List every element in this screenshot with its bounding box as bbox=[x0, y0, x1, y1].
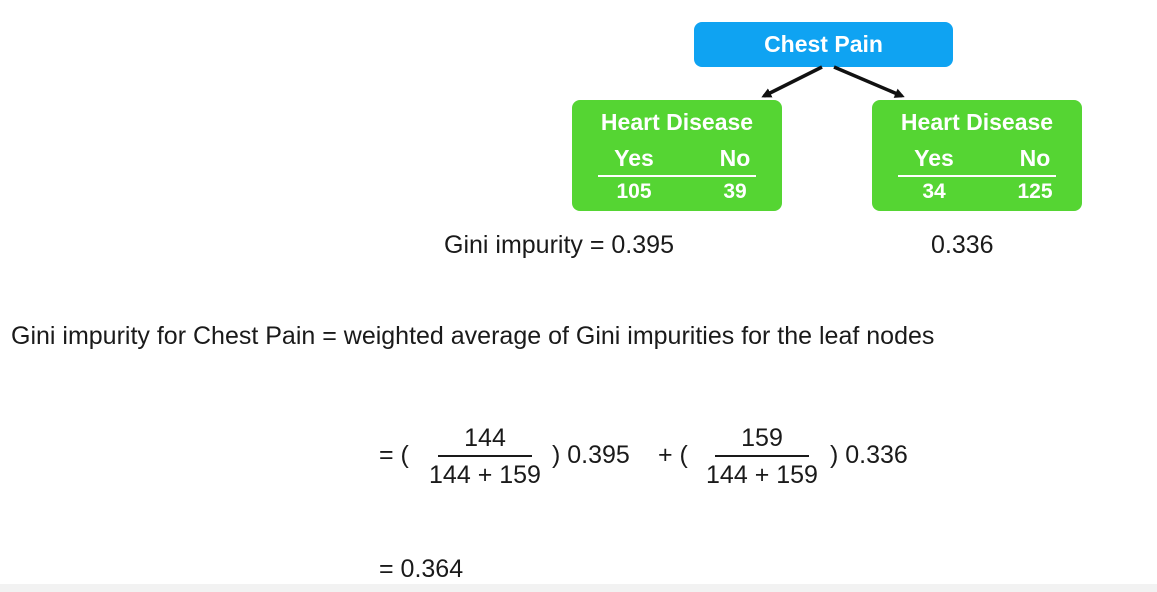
formula-equals-open-1: = ( bbox=[379, 441, 409, 469]
leaf-node-left: Heart Disease Yes No 105 39 bbox=[572, 100, 782, 211]
formula-result: = 0.364 bbox=[379, 555, 464, 583]
fraction-1: 144 144 + 159 bbox=[418, 424, 552, 489]
leaf-right-no-count: 125 bbox=[1017, 180, 1053, 203]
fraction-1-denominator: 144 + 159 bbox=[429, 461, 541, 489]
leaf-node-right: Heart Disease Yes No 34 125 bbox=[872, 100, 1082, 211]
fraction-2-numerator: 159 bbox=[741, 424, 783, 452]
fraction-2: 159 144 + 159 bbox=[695, 424, 829, 489]
formula-close-term-2: ) 0.336 bbox=[830, 441, 908, 469]
leaf-left-title: Heart Disease bbox=[600, 109, 754, 135]
fraction-1-bar bbox=[438, 455, 532, 457]
fraction-2-denominator: 144 + 159 bbox=[706, 461, 818, 489]
gini-right-label: 0.336 bbox=[931, 231, 994, 259]
arrow-left bbox=[761, 65, 823, 98]
leaf-right-yes-header: Yes bbox=[914, 145, 954, 171]
leaf-right-title: Heart Disease bbox=[900, 109, 1054, 135]
formula-close-term-1: ) 0.395 bbox=[552, 441, 630, 469]
leaf-left-yes-count: 105 bbox=[616, 180, 652, 203]
leaf-left-no-count: 39 bbox=[723, 180, 747, 203]
gini-left-label: Gini impurity = 0.395 bbox=[444, 231, 674, 259]
definition-text: Gini impurity for Chest Pain = weighted … bbox=[11, 322, 935, 350]
fraction-1-numerator: 144 bbox=[464, 424, 506, 452]
fraction-2-bar bbox=[715, 455, 809, 457]
leaf-right-no-header: No bbox=[1019, 145, 1051, 171]
formula-plus-open-2: + ( bbox=[658, 441, 688, 469]
root-node-label: Chest Pain bbox=[764, 31, 883, 57]
leaf-right-yes-count: 34 bbox=[922, 180, 946, 203]
leaf-left-divider bbox=[598, 175, 756, 177]
arrow-right bbox=[833, 65, 905, 98]
leaf-left-yes-header: Yes bbox=[614, 145, 654, 171]
leaf-left-no-header: No bbox=[719, 145, 751, 171]
leaf-right-divider bbox=[898, 175, 1056, 177]
root-node-chest-pain: Chest Pain bbox=[694, 22, 953, 67]
bottom-band bbox=[0, 584, 1157, 592]
